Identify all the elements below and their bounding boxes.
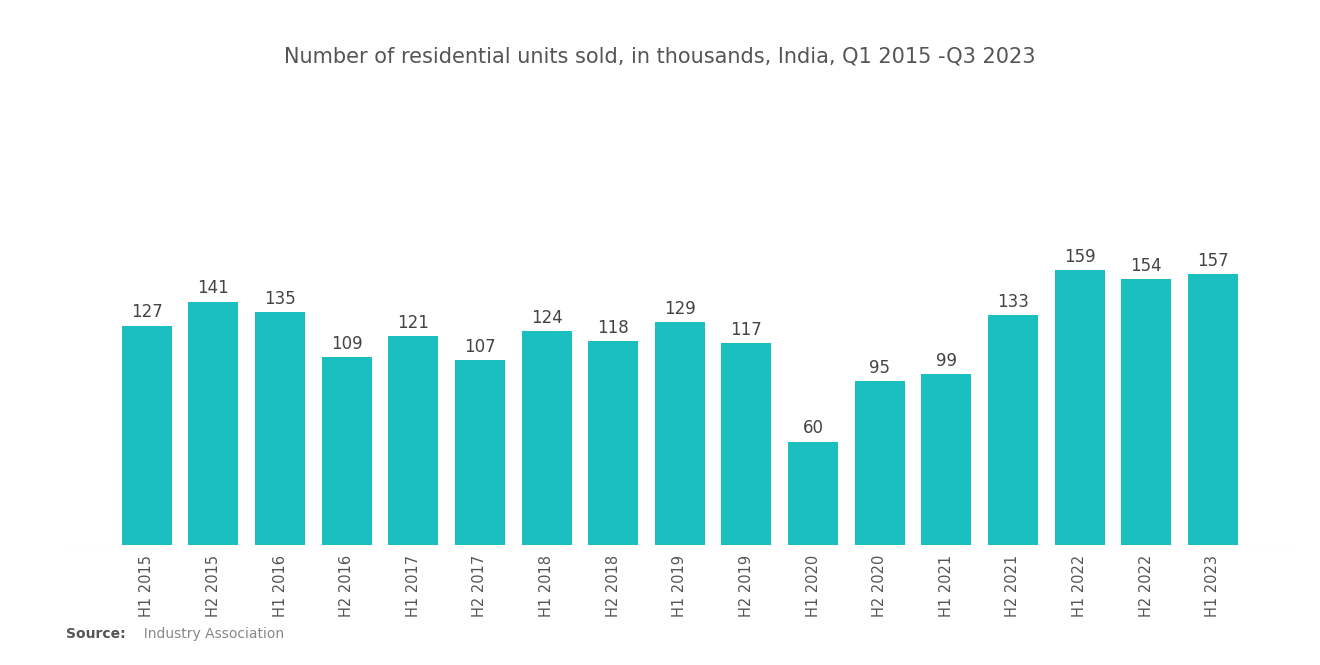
Text: 159: 159 [1064, 248, 1096, 266]
Bar [255, 312, 305, 545]
Bar [589, 341, 638, 545]
Text: 95: 95 [869, 358, 890, 376]
Text: 118: 118 [597, 319, 630, 337]
Text: 133: 133 [997, 293, 1028, 311]
Bar [854, 381, 904, 545]
Bar [1188, 274, 1238, 545]
Text: 154: 154 [1130, 257, 1162, 275]
Text: Number of residential units sold, in thousands, India, Q1 2015 -Q3 2023: Number of residential units sold, in tho… [284, 47, 1036, 66]
Text: 135: 135 [264, 289, 296, 307]
Bar [121, 326, 172, 545]
Text: 107: 107 [465, 338, 496, 356]
Text: Industry Association: Industry Association [135, 627, 284, 642]
Bar [722, 343, 771, 545]
Bar [1055, 271, 1105, 545]
Text: 109: 109 [331, 334, 363, 352]
Bar [921, 374, 972, 545]
Bar [455, 360, 506, 545]
Bar [189, 301, 239, 545]
Text: 157: 157 [1197, 251, 1229, 269]
Bar [1121, 279, 1171, 545]
Text: 124: 124 [531, 309, 562, 327]
Bar [987, 315, 1038, 545]
Bar [788, 442, 838, 545]
Bar [388, 336, 438, 545]
Text: 121: 121 [397, 314, 429, 332]
Text: 60: 60 [803, 419, 824, 438]
Text: 129: 129 [664, 300, 696, 318]
Text: 99: 99 [936, 352, 957, 370]
Text: 127: 127 [131, 303, 162, 321]
Text: Source:: Source: [66, 627, 125, 642]
Text: 141: 141 [198, 279, 230, 297]
Bar [655, 323, 705, 545]
Text: 117: 117 [730, 321, 763, 338]
Bar [521, 331, 572, 545]
Bar [322, 357, 372, 545]
